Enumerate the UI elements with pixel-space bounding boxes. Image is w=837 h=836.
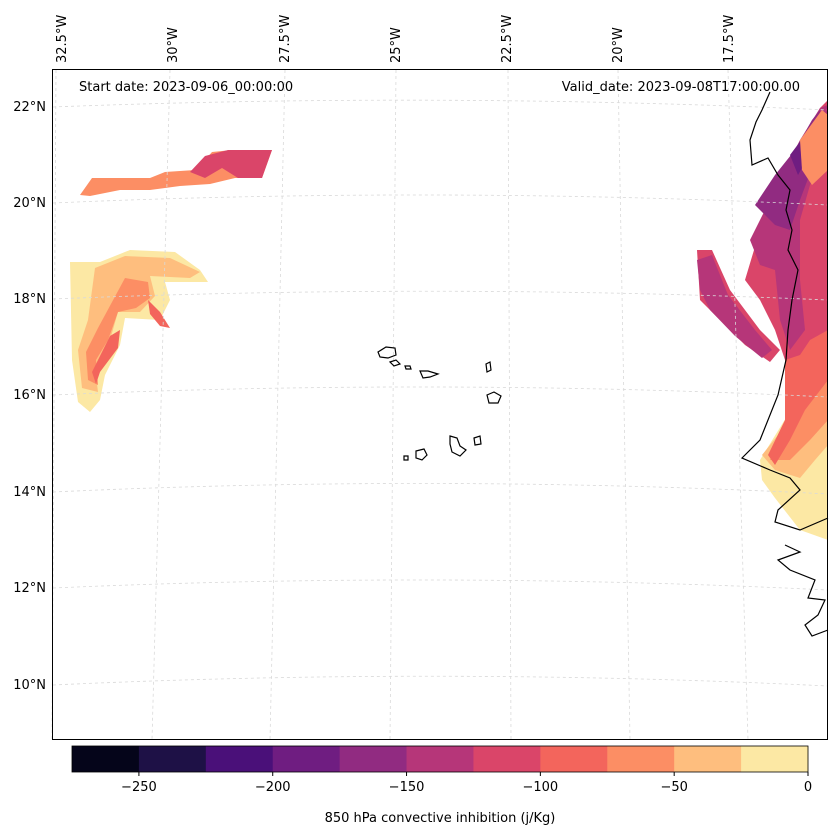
map-frame — [52, 69, 828, 740]
lon-label: 25°W — [389, 27, 404, 63]
island-boa-vista — [486, 391, 502, 404]
longitude-labels: 32.5°W 30°W 27.5°W 25°W 22.5°W 20°W 17.5… — [55, 15, 737, 63]
island-sal — [485, 361, 492, 373]
colorbar-tick-label: −50 — [660, 780, 687, 795]
lat-label: 12°N — [13, 581, 46, 596]
lat-label: 14°N — [13, 485, 46, 500]
gridlines — [51, 69, 829, 741]
island-brava — [403, 455, 409, 461]
lat-label: 22°N — [13, 100, 46, 115]
colorbar-tick-label: 0 — [804, 780, 812, 795]
coastlines — [377, 91, 829, 637]
colorbar-ticks: −250 −200 −150 −100 −50 0 — [121, 772, 812, 795]
lat-label: 18°N — [13, 292, 46, 307]
cin-field-layer — [70, 100, 828, 540]
colorbar-bin — [272, 746, 341, 772]
lat-label: 16°N — [13, 388, 46, 403]
lon-label: 17.5°W — [722, 15, 737, 63]
island-santiago — [449, 435, 467, 457]
colorbar — [72, 746, 809, 772]
colorbar-tick-label: −200 — [255, 780, 291, 795]
island-maio — [473, 435, 482, 446]
colorbar-bin — [406, 746, 474, 772]
start-date-label: Start date: 2023-09-06_00:00:00 — [79, 80, 293, 95]
latitude-labels: 22°N 20°N 18°N 16°N 14°N 12°N 10°N — [13, 100, 46, 693]
island-sao-nicolau — [419, 370, 440, 379]
lon-label: 22.5°W — [500, 15, 515, 63]
island-sao-vicente — [388, 359, 402, 367]
lat-label: 10°N — [13, 678, 46, 693]
africa-coastline — [740, 91, 829, 637]
colorbar-bin — [205, 746, 274, 772]
colorbar-tick-label: −150 — [389, 780, 425, 795]
colorbar-bin — [741, 746, 809, 772]
colorbar-bin — [607, 746, 675, 772]
colorbar-bin — [473, 746, 541, 772]
colorbar-bin — [339, 746, 408, 772]
colorbar-tick-label: −100 — [523, 780, 559, 795]
colorbar-tick-label: −250 — [121, 780, 157, 795]
lon-label: 27.5°W — [278, 15, 293, 63]
colorbar-label: 850 hPa convective inhibition (j/Kg) — [325, 811, 556, 826]
lat-label: 20°N — [13, 196, 46, 211]
colorbar-bin — [674, 746, 742, 772]
lon-label: 20°W — [611, 27, 626, 63]
colorbar-bin — [72, 746, 140, 772]
colorbar-bin — [138, 746, 207, 772]
colorbar-frame — [71, 745, 809, 773]
valid-date-label: Valid_date: 2023-09-08T17:00:00.00 — [562, 80, 800, 95]
lon-label: 30°W — [166, 27, 181, 63]
island-santa-luzia — [404, 365, 412, 370]
lon-label: 32.5°W — [55, 15, 70, 63]
island-santo-antao — [377, 346, 397, 359]
island-fogo — [415, 448, 428, 461]
colorbar-bin — [540, 746, 608, 772]
